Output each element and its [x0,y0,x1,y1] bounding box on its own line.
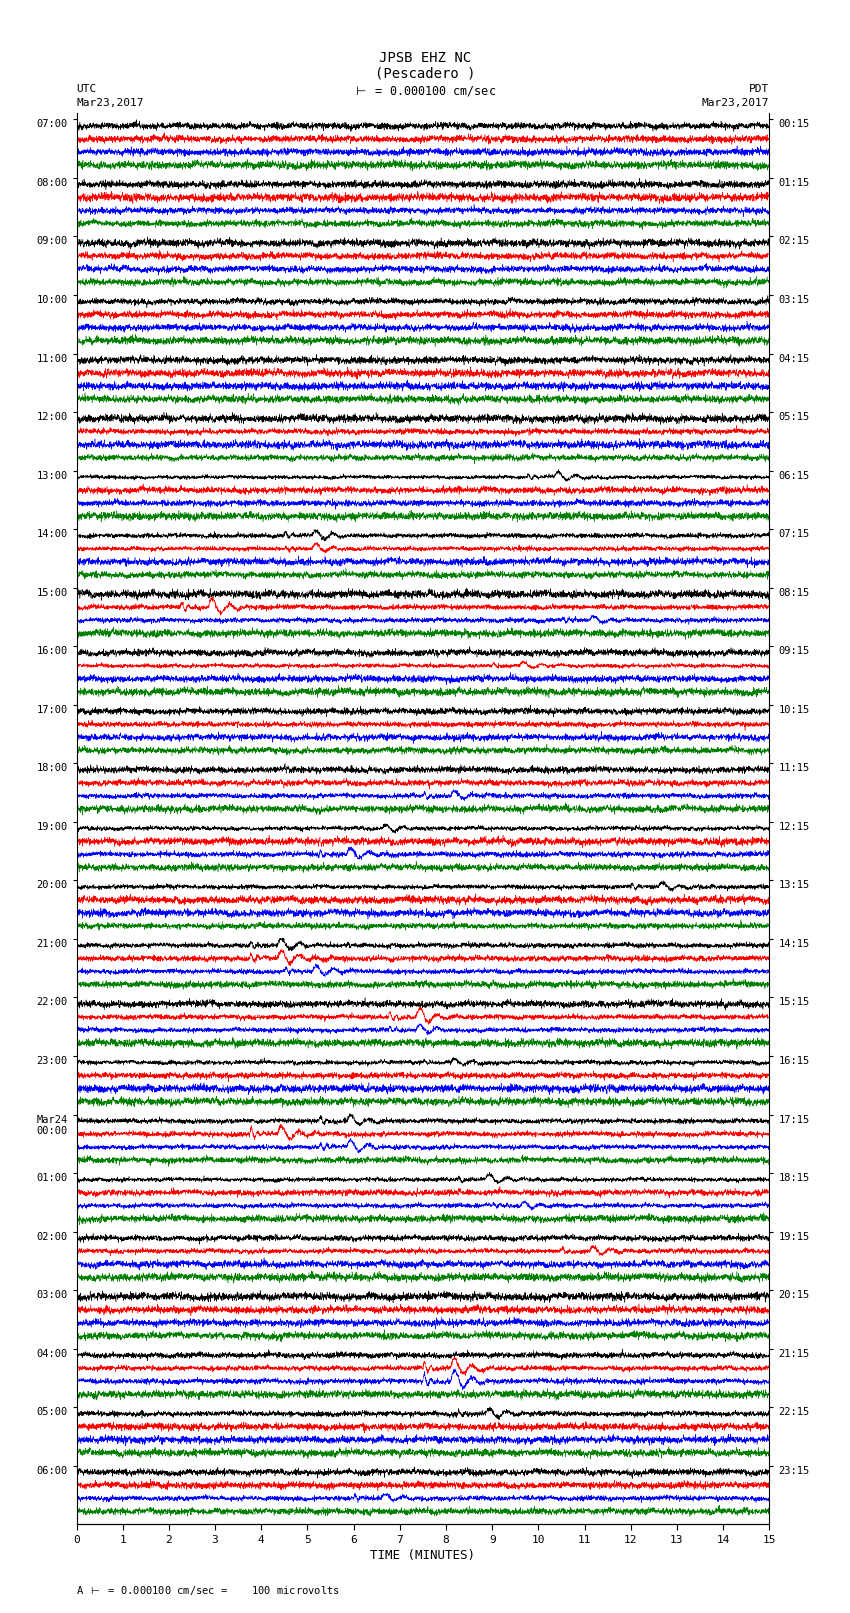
Text: UTC: UTC [76,84,97,94]
Text: A $\vdash$ = 0.000100 cm/sec =    100 microvolts: A $\vdash$ = 0.000100 cm/sec = 100 micro… [76,1584,341,1597]
Text: PDT: PDT [749,84,769,94]
X-axis label: TIME (MINUTES): TIME (MINUTES) [371,1548,475,1561]
Text: $\vdash$ = 0.000100 cm/sec: $\vdash$ = 0.000100 cm/sec [354,84,496,98]
Text: JPSB EHZ NC: JPSB EHZ NC [379,50,471,65]
Text: (Pescadero ): (Pescadero ) [375,66,475,81]
Text: Mar23,2017: Mar23,2017 [702,98,769,108]
Text: Mar23,2017: Mar23,2017 [76,98,144,108]
